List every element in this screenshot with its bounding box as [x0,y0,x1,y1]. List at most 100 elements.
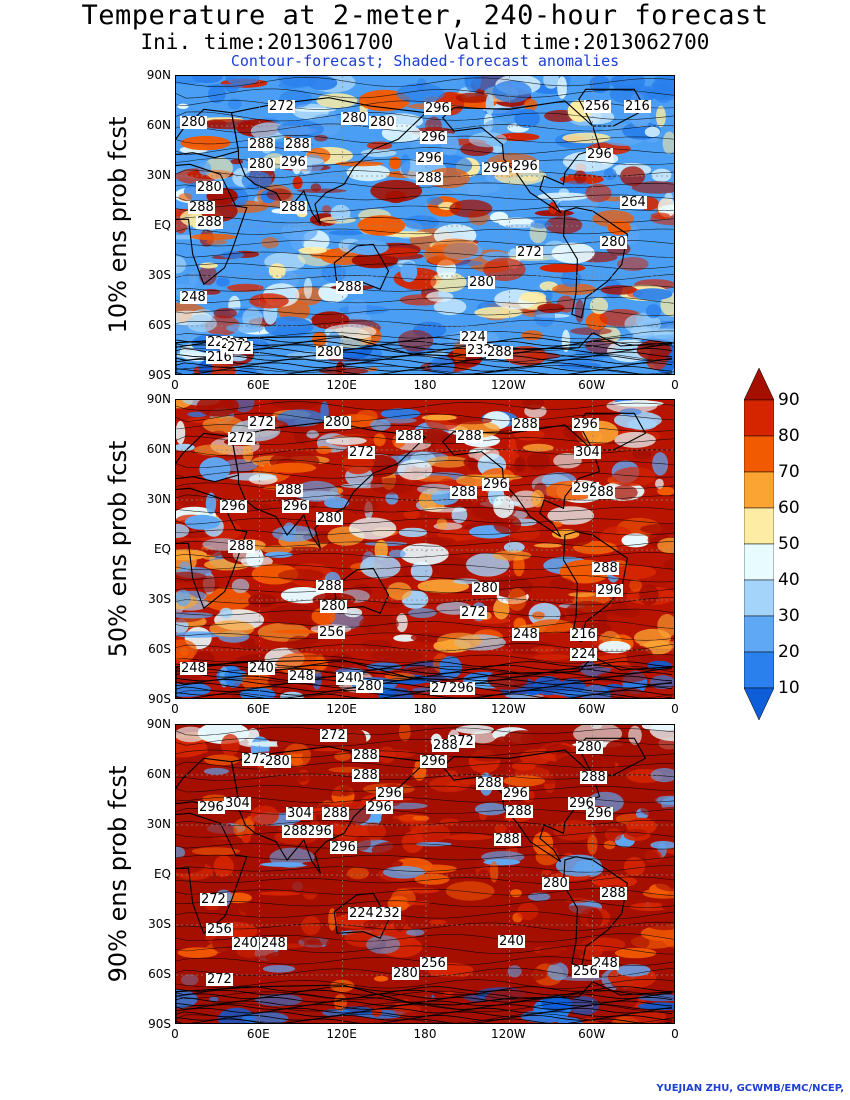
lat-tick-label: 90N [146,68,171,82]
colorbar-segment [744,543,774,581]
contour-label: 304 [286,806,313,821]
contour-label: 280 [392,966,419,981]
lon-tick-label: 120W [490,378,526,392]
contour-label: 280 [196,180,223,195]
contour-label: 240 [232,936,259,951]
contour-label: 248 [288,669,315,684]
colorbar-label: 90 [778,390,800,410]
panel-ylabel: 10% ens prob fcst [104,116,132,334]
contour-label: 216 [624,99,651,114]
contour-label: 248 [512,627,539,642]
contour-label: 296 [482,477,509,492]
lon-tick-label: 180 [413,1027,437,1041]
lat-tick-label: 90S [148,692,171,706]
contour-label: 288 [336,280,363,295]
contour-label: 272 [348,445,375,460]
contour-label: 280 [576,740,603,755]
coastline-africa [176,812,248,935]
colorbar-label: 80 [778,426,800,446]
contour-label: 296 [420,130,447,145]
colorbar-segment [744,615,774,653]
contour-label: 224 [348,906,375,921]
lat-tick-label: EQ [153,218,171,232]
contour-label: 240 [498,934,525,949]
contour-label: 288 [450,485,477,500]
lat-tick-label: 60N [146,767,171,781]
chart-title: Temperature at 2-meter, 240-hour forecas… [81,0,769,31]
contour-label: 280 [316,345,343,360]
contour-label: 264 [620,195,647,210]
contour-label: 296 [420,754,447,769]
contour-label: 304 [574,445,601,460]
panel-ylabel: 50% ens prob fcst [104,440,132,658]
contour-label: 216 [570,627,597,642]
contour-label: 296 [280,155,307,170]
contour-label: 288 [416,171,443,186]
contour-label: 288 [280,200,307,215]
colorbar-segment [744,399,774,437]
contour-label: 272 [516,245,543,260]
contour-label: 296 [424,101,451,116]
contour-label: 288 [276,483,303,498]
map-panel: 272 280 280 280 288 288 280 288 296 296 296 296 280 2… [175,75,675,375]
contour-label: 296 [416,151,443,166]
colorbar-label: 70 [778,462,800,482]
lon-tick-label: 0 [171,702,179,716]
coastline-australia [333,892,390,940]
contour-label: 280 [341,111,368,126]
contour-label: 288 [248,137,275,152]
contour-label: 288 [432,738,459,753]
contour-label: 304 [224,796,251,811]
colorbar-label: 40 [778,570,800,590]
map-panel: 272 272 288 288 272 280 288 296 296 288 296 296 304 3… [175,724,675,1024]
lat-tick-label: 30N [146,817,171,831]
contour-label: 280 [316,511,343,526]
lat-tick-label: EQ [153,542,171,556]
lon-tick-label: 120W [490,1027,526,1041]
contour-label: 280 [356,679,383,694]
lat-tick-label: 60S [148,318,171,332]
contour-label: 288 [196,215,223,230]
coastline-africa [176,163,248,286]
lat-tick-label: EQ [153,867,171,881]
contour-label: 288 [494,832,521,847]
lon-tick-label: 120E [326,1027,357,1041]
contour-label: 272 [226,340,253,355]
lat-tick-label: 30S [148,268,171,282]
colorbar-label: 10 [778,678,800,698]
lat-tick-label: 30S [148,917,171,931]
contour-label: 288 [282,824,309,839]
contour-label: 296 [306,824,333,839]
contour-label: 288 [600,886,627,901]
lon-tick-label: 60E [246,1027,270,1041]
coastline-africa [176,487,248,610]
colorbar-segment [744,651,774,689]
contour-label: 272 [206,972,233,987]
coastline-namerica [441,424,601,538]
contour-label: 288 [592,561,619,576]
contour-label: 272 [320,728,347,743]
lon-tick-label: 120E [326,378,357,392]
contour-label: 248 [180,661,207,676]
contour-label: 280 [248,157,275,172]
lon-tick-label: 180 [413,702,437,716]
panel-ylabel: 90% ens prob fcst [104,765,132,983]
contour-label: 280 [542,876,569,891]
lon-tick-label: 180 [413,378,437,392]
contour-label: 280 [600,235,627,250]
contour-label: 288 [506,804,533,819]
colorbar-top-arrow [744,368,774,401]
lon-tick-label: 60W [578,1027,606,1041]
contour-label: 288 [456,429,483,444]
lat-tick-label: 30N [146,492,171,506]
contour-label: 288 [588,485,615,500]
contour-label: 216 [206,350,233,365]
lat-tick-label: 30N [146,168,171,182]
contour-label: 240 [248,661,275,676]
chart-description: Contour-forecast; Shaded-forecast anomal… [230,52,620,70]
lat-tick-label: 60N [146,118,171,132]
anomaly-map [176,76,674,374]
contour-label: 288 [476,776,503,791]
contour-label: 272 [460,605,487,620]
contour-label: 224 [570,647,597,662]
